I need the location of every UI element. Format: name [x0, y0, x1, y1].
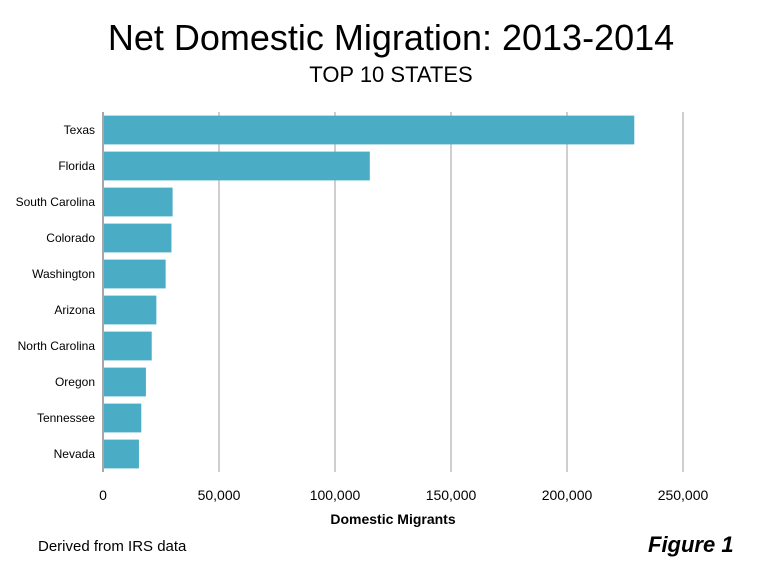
category-label: Washington — [32, 267, 95, 281]
figure-label: Figure 1 — [648, 532, 734, 557]
bar — [104, 115, 635, 145]
bar — [104, 403, 142, 433]
category-label: South Carolina — [16, 195, 96, 209]
bar — [104, 223, 172, 253]
category-label: Oregon — [55, 375, 95, 389]
bar — [104, 259, 166, 289]
chart-title: Net Domestic Migration: 2013-2014 — [107, 17, 675, 58]
category-label: Nevada — [54, 447, 96, 461]
x-tick-label: 0 — [99, 487, 107, 503]
x-axis-title: Domestic Migrants — [330, 511, 455, 527]
bar — [104, 331, 152, 361]
x-tick-label: 50,000 — [198, 487, 241, 503]
chart-subtitle: TOP 10 STATES — [309, 62, 473, 87]
category-label: Colorado — [46, 231, 95, 245]
bar — [104, 151, 370, 181]
category-label: Florida — [58, 159, 95, 173]
bar — [104, 367, 146, 397]
category-label: Texas — [64, 123, 95, 137]
bar — [104, 439, 139, 469]
category-label: Tennessee — [37, 411, 95, 425]
x-tick-label: 200,000 — [542, 487, 593, 503]
bar — [104, 187, 173, 217]
category-label: Arizona — [54, 303, 95, 317]
source-note: Derived from IRS data — [38, 538, 187, 555]
bar — [104, 295, 157, 325]
x-tick-label: 150,000 — [426, 487, 477, 503]
x-tick-label: 250,000 — [658, 487, 709, 503]
category-label: North Carolina — [18, 339, 96, 353]
x-tick-label: 100,000 — [310, 487, 361, 503]
